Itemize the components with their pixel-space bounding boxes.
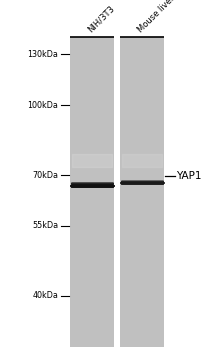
Text: 100kDa: 100kDa [27, 100, 58, 110]
Text: NIH/3T3: NIH/3T3 [86, 4, 116, 34]
Text: 70kDa: 70kDa [32, 170, 58, 180]
Text: 40kDa: 40kDa [32, 291, 58, 300]
Text: 130kDa: 130kDa [27, 50, 58, 59]
Text: Mouse liver: Mouse liver [136, 0, 176, 34]
Text: YAP1: YAP1 [176, 171, 201, 181]
Bar [120, 37, 164, 346]
Bar [70, 37, 114, 346]
Text: 55kDa: 55kDa [32, 221, 58, 230]
